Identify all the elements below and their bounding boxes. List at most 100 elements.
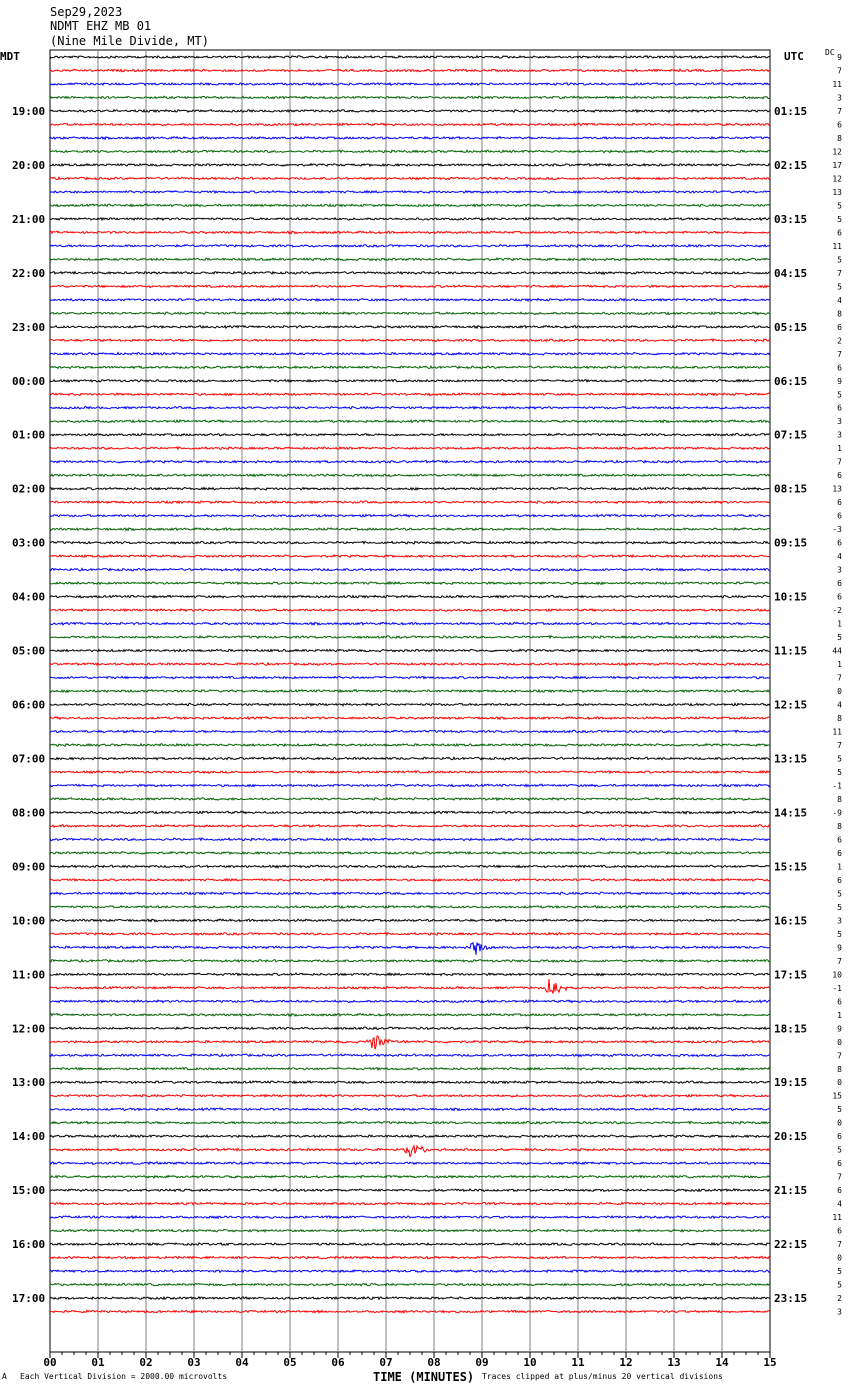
seismic-trace (49, 351, 771, 356)
dc-offset-label: 7 (837, 350, 842, 359)
seismic-trace (49, 338, 771, 343)
seismic-trace (49, 283, 770, 289)
left-hour-label: 14:00 (12, 1130, 45, 1143)
left-hour-label: 23:00 (12, 321, 45, 334)
seismic-trace (49, 149, 771, 154)
seismic-trace (49, 715, 771, 721)
seismic-trace (49, 527, 771, 532)
dc-offset-label: 6 (837, 1227, 842, 1236)
seismic-trace (49, 1228, 771, 1233)
seismic-trace (49, 702, 771, 707)
seismic-trace (49, 648, 771, 653)
right-timezone-label: UTC (784, 50, 804, 63)
seismic-trace (49, 473, 771, 478)
dc-offset-label: 6 (837, 1186, 842, 1195)
dc-offset-label: 6 (837, 498, 842, 507)
seismic-trace (49, 270, 770, 276)
dc-offset-label: 7 (837, 269, 842, 278)
dc-offset-label: 5 (837, 768, 842, 777)
x-tick-label: 01 (91, 1356, 105, 1369)
seismic-trace (49, 1309, 771, 1314)
dc-offset-label: 5 (837, 754, 842, 763)
seismic-trace (49, 567, 771, 572)
dc-offset-label: 1 (837, 862, 842, 871)
left-hour-label: 13:00 (12, 1076, 45, 1089)
seismic-trace (49, 742, 771, 748)
seismic-trace (49, 918, 771, 923)
seismic-trace (49, 95, 771, 100)
x-tick-label: 15 (763, 1356, 776, 1369)
right-hour-label: 16:15 (774, 914, 807, 927)
seismic-trace (49, 1025, 771, 1031)
seismic-trace (49, 81, 771, 87)
seismic-trace (49, 941, 771, 955)
seismic-trace (49, 203, 771, 208)
x-tick-label: 08 (427, 1356, 440, 1369)
x-tick-label: 07 (379, 1356, 392, 1369)
left-hour-label: 00:00 (12, 375, 45, 388)
right-hour-label: 11:15 (774, 645, 807, 658)
seismic-trace (49, 540, 771, 545)
seismic-trace (49, 432, 770, 437)
seismic-trace (49, 135, 771, 141)
seismic-trace (49, 378, 771, 383)
dc-offset-label: 6 (837, 876, 842, 885)
dc-offset-label: 6 (837, 404, 842, 413)
dc-offset-label: 17 (832, 161, 842, 170)
dc-offset-label: 3 (837, 93, 842, 102)
seismic-trace (49, 823, 771, 828)
seismic-trace (49, 1160, 771, 1166)
seismic-trace (49, 978, 771, 994)
dc-offset-label: 6 (837, 363, 842, 372)
dc-offset-label: 9 (837, 53, 842, 62)
seismic-trace (49, 661, 771, 667)
seismic-trace (49, 1133, 771, 1139)
dc-offset-label: 6 (837, 849, 842, 858)
dc-offset-label: 5 (837, 1281, 842, 1290)
right-hour-label: 15:15 (774, 860, 807, 873)
seismic-trace (49, 1268, 771, 1274)
dc-offset-label: 5 (837, 282, 842, 291)
dc-offset-label: 7 (837, 458, 842, 467)
seismic-trace (49, 958, 771, 964)
seismic-trace (49, 1174, 771, 1180)
dc-offset-label: 10 (832, 970, 842, 979)
dc-offset-label: 4 (837, 701, 842, 710)
dc-offset-label: 4 (837, 296, 842, 305)
seismic-trace (49, 688, 771, 694)
seismic-trace (49, 1282, 771, 1287)
dc-offset-label: 0 (837, 687, 842, 696)
dc-offset-label: 0 (837, 1038, 842, 1047)
seismic-trace (49, 769, 771, 775)
dc-offset-label: 8 (837, 795, 842, 804)
seismic-trace (49, 1120, 771, 1125)
dc-offset-label: 3 (837, 916, 842, 925)
dc-offset-label: -1 (832, 781, 842, 790)
dc-offset-label: 6 (837, 997, 842, 1006)
right-hour-label: 23:15 (774, 1292, 807, 1305)
dc-offset-label: 5 (837, 390, 842, 399)
dc-offset-label: 11 (832, 242, 842, 251)
seismic-trace (49, 553, 771, 559)
seismic-trace (49, 459, 771, 464)
seismic-trace (49, 122, 771, 127)
dc-offset-label: 8 (837, 822, 842, 831)
dc-offset-label: 6 (837, 579, 842, 588)
seismic-trace (49, 486, 771, 491)
right-hour-label: 09:15 (774, 537, 807, 550)
dc-offset-label: -2 (832, 606, 842, 615)
dc-offset-label: 7 (837, 66, 842, 75)
seismic-trace (49, 1052, 771, 1058)
right-hour-label: 21:15 (774, 1184, 807, 1197)
dc-offset-label: 0 (837, 1119, 842, 1128)
dc-offset-label: 13 (832, 485, 842, 494)
dc-offset-label: 7 (837, 1173, 842, 1182)
dc-offset-label: 5 (837, 1146, 842, 1155)
seismic-trace (49, 850, 771, 856)
x-tick-label: 09 (475, 1356, 488, 1369)
right-hour-label: 12:15 (774, 699, 807, 712)
dc-offset-label: 6 (837, 1159, 842, 1168)
dc-offset-label: 7 (837, 1051, 842, 1060)
seismic-trace (49, 392, 771, 397)
